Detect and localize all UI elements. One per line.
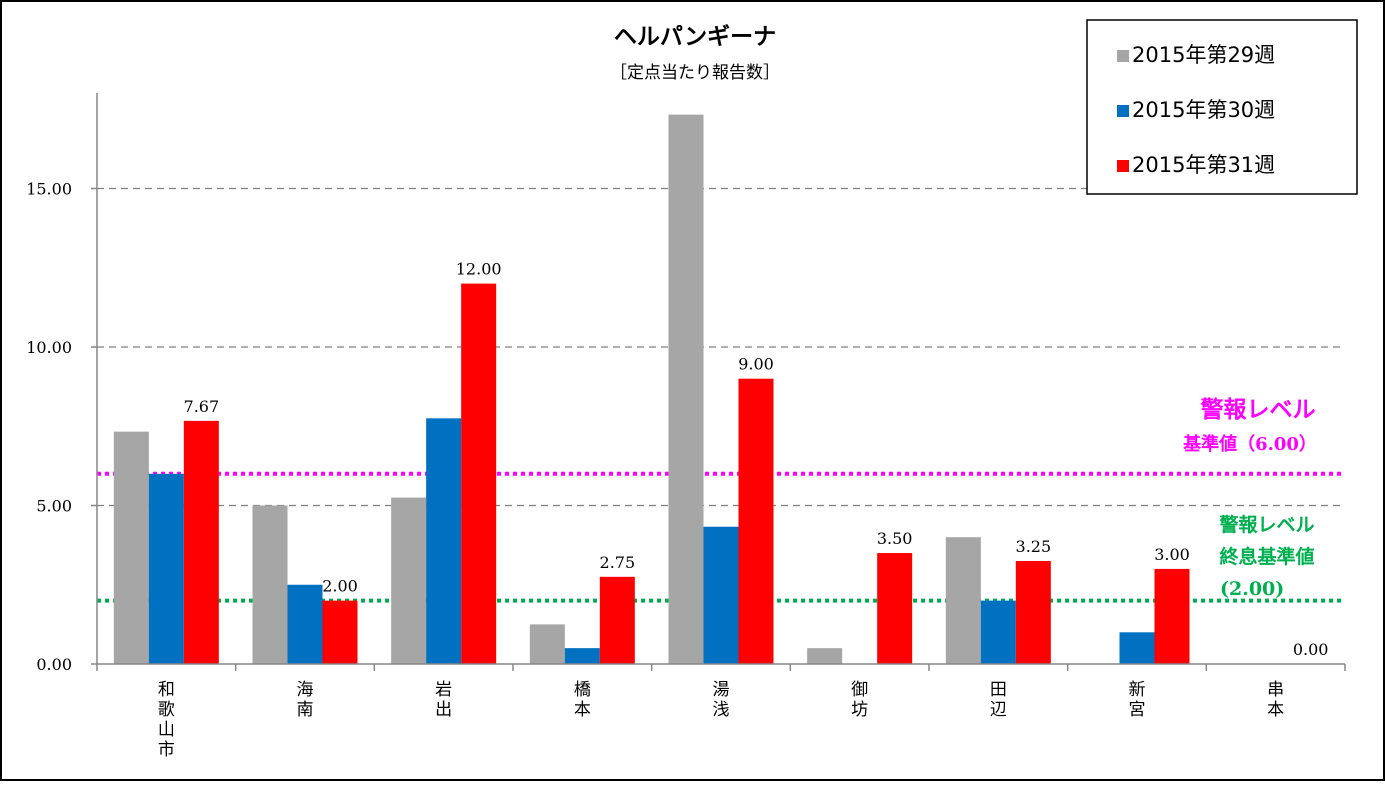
bar xyxy=(148,473,184,664)
bar xyxy=(564,648,600,664)
bar xyxy=(1015,560,1051,664)
legend-swatch xyxy=(1117,105,1129,117)
legend-box xyxy=(1086,19,1358,195)
data-label: 2.00 xyxy=(322,577,358,596)
data-label: 3.50 xyxy=(877,529,913,548)
x-category-label: 御坊 xyxy=(851,680,868,720)
data-label: 3.25 xyxy=(1016,537,1052,556)
x-category-label: 田辺 xyxy=(990,680,1007,720)
chart-title: ヘルパンギーナ xyxy=(614,24,776,50)
bar xyxy=(1119,632,1155,664)
y-axis-ticks: 0.00 5.00 10.00 15.00 xyxy=(26,180,72,675)
data-label: 7.67 xyxy=(184,397,220,416)
y-tick-label: 0.00 xyxy=(36,655,72,674)
warning-threshold-label: 基準値（6.00） xyxy=(1182,433,1317,455)
bar xyxy=(287,584,323,664)
legend-swatch xyxy=(1117,50,1129,62)
x-category-label: 新宮 xyxy=(1129,680,1146,720)
bars xyxy=(113,114,1190,665)
x-axis-categories: 和歌山市 海南 岩出 橋本 湯浅 御坊 田辺 新宮 串本 xyxy=(158,680,1284,760)
bar xyxy=(738,378,774,664)
bar xyxy=(529,624,565,664)
bar xyxy=(980,600,1016,664)
bar xyxy=(599,576,635,664)
data-label: 9.00 xyxy=(738,355,774,374)
chart-subtitle: ［定点当たり報告数］ xyxy=(610,63,780,83)
data-label: 2.75 xyxy=(600,553,636,572)
gridlines xyxy=(97,187,1345,507)
end-threshold-value: (2.00) xyxy=(1220,578,1284,600)
bar xyxy=(391,497,427,664)
x-category-label: 湯浅 xyxy=(713,680,730,720)
x-category-label: 橋本 xyxy=(574,680,591,720)
data-labels: 7.67 2.00 12.00 2.75 9.00 3.50 3.25 3.00 0.00 xyxy=(184,260,1329,659)
bar xyxy=(1154,568,1190,664)
bar xyxy=(703,526,739,664)
bar xyxy=(668,114,704,665)
end-level-label: 警報レベル xyxy=(1219,513,1314,536)
bar xyxy=(183,420,219,664)
y-tick-label: 10.00 xyxy=(26,338,72,357)
x-category-label: 海南 xyxy=(297,680,314,720)
legend-swatch xyxy=(1117,160,1129,172)
end-threshold-label: 終息基準値 xyxy=(1219,545,1314,568)
bar xyxy=(113,431,149,664)
bar xyxy=(461,283,497,664)
y-tick-label: 15.00 xyxy=(26,180,72,199)
axes xyxy=(91,93,1346,671)
warning-level-label: 警報レベル xyxy=(1201,396,1316,423)
bar xyxy=(877,553,913,664)
bar xyxy=(807,648,843,664)
legend-label: 2015年第31週 xyxy=(1132,153,1275,177)
x-category-label: 串本 xyxy=(1267,680,1284,720)
data-label: 0.00 xyxy=(1293,640,1329,659)
bar xyxy=(945,537,981,664)
legend-label: 2015年第30週 xyxy=(1132,98,1275,122)
legend-label: 2015年第29週 xyxy=(1132,43,1275,67)
bar xyxy=(252,505,288,664)
data-label: 12.00 xyxy=(456,260,502,279)
bar xyxy=(426,418,462,664)
y-tick-label: 5.00 xyxy=(36,497,72,516)
x-category-label: 岩出 xyxy=(435,680,452,720)
bar xyxy=(322,600,358,664)
legend: 2015年第29週 2015年第30週 2015年第31週 xyxy=(1086,19,1358,195)
data-label: 3.00 xyxy=(1154,545,1190,564)
x-category-label: 和歌山市 xyxy=(158,680,175,760)
